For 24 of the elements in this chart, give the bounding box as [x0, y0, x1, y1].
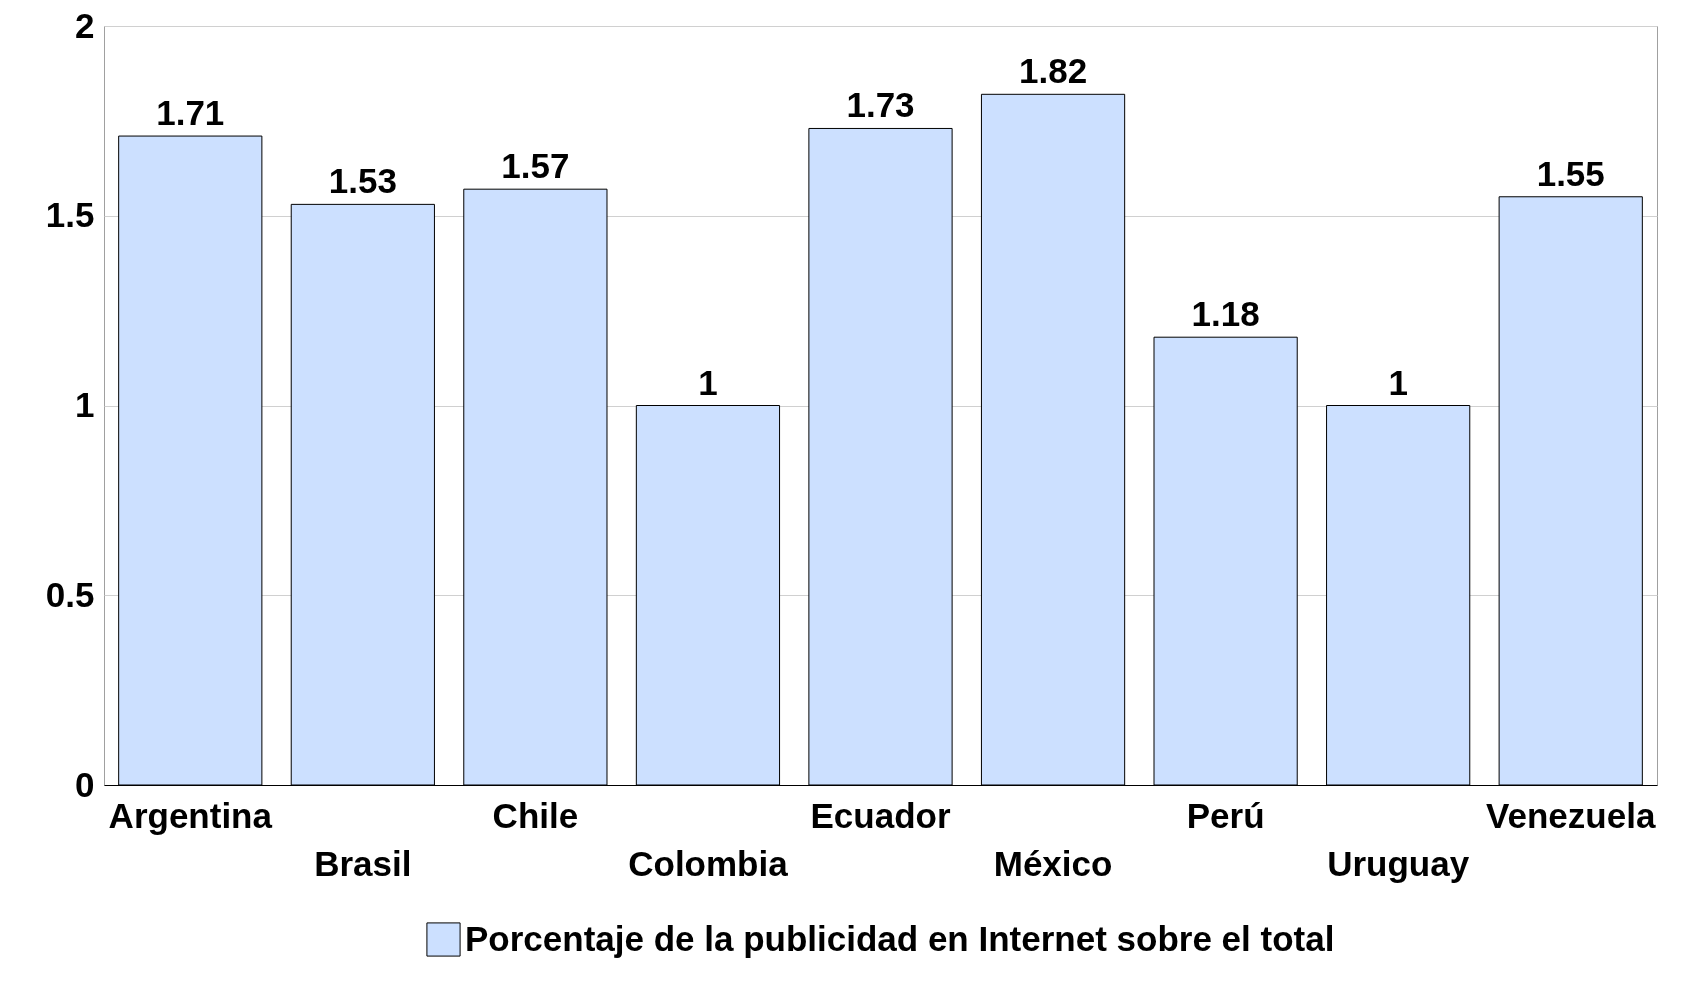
x-tick-label: Perú [1186, 795, 1265, 835]
x-tick-label: Venezuela [1486, 795, 1656, 835]
x-tick-label: Argentina [108, 795, 273, 835]
y-tick-label: 0 [75, 764, 95, 804]
data-label: 1.53 [328, 161, 397, 201]
x-tick-label: Ecuador [810, 795, 951, 835]
data-label: 1.55 [1536, 153, 1605, 193]
y-tick-label: 2 [75, 5, 95, 45]
y-tick-label: 1 [75, 385, 95, 424]
x-tick-label: México [993, 843, 1113, 883]
x-tick-label: Colombia [628, 843, 789, 883]
y-tick-label: 1.5 [45, 195, 95, 235]
x-tick-label: Brasil [314, 843, 412, 883]
y-tick-label: 0.5 [45, 574, 95, 614]
data-label: 1 [698, 362, 718, 402]
x-tick-label: Chile [492, 795, 579, 835]
x-tick-label: Uruguay [1327, 843, 1470, 883]
data-label: 1.73 [846, 85, 915, 125]
data-label: 1.82 [1018, 51, 1088, 91]
data-label: 1.57 [501, 146, 570, 186]
legend-label: Porcentaje de la publicidad en Internet sobre el total [465, 918, 1335, 958]
data-label: 1.18 [1191, 294, 1260, 334]
data-label: 1.71 [156, 93, 225, 133]
data-label: 1 [1388, 362, 1408, 402]
